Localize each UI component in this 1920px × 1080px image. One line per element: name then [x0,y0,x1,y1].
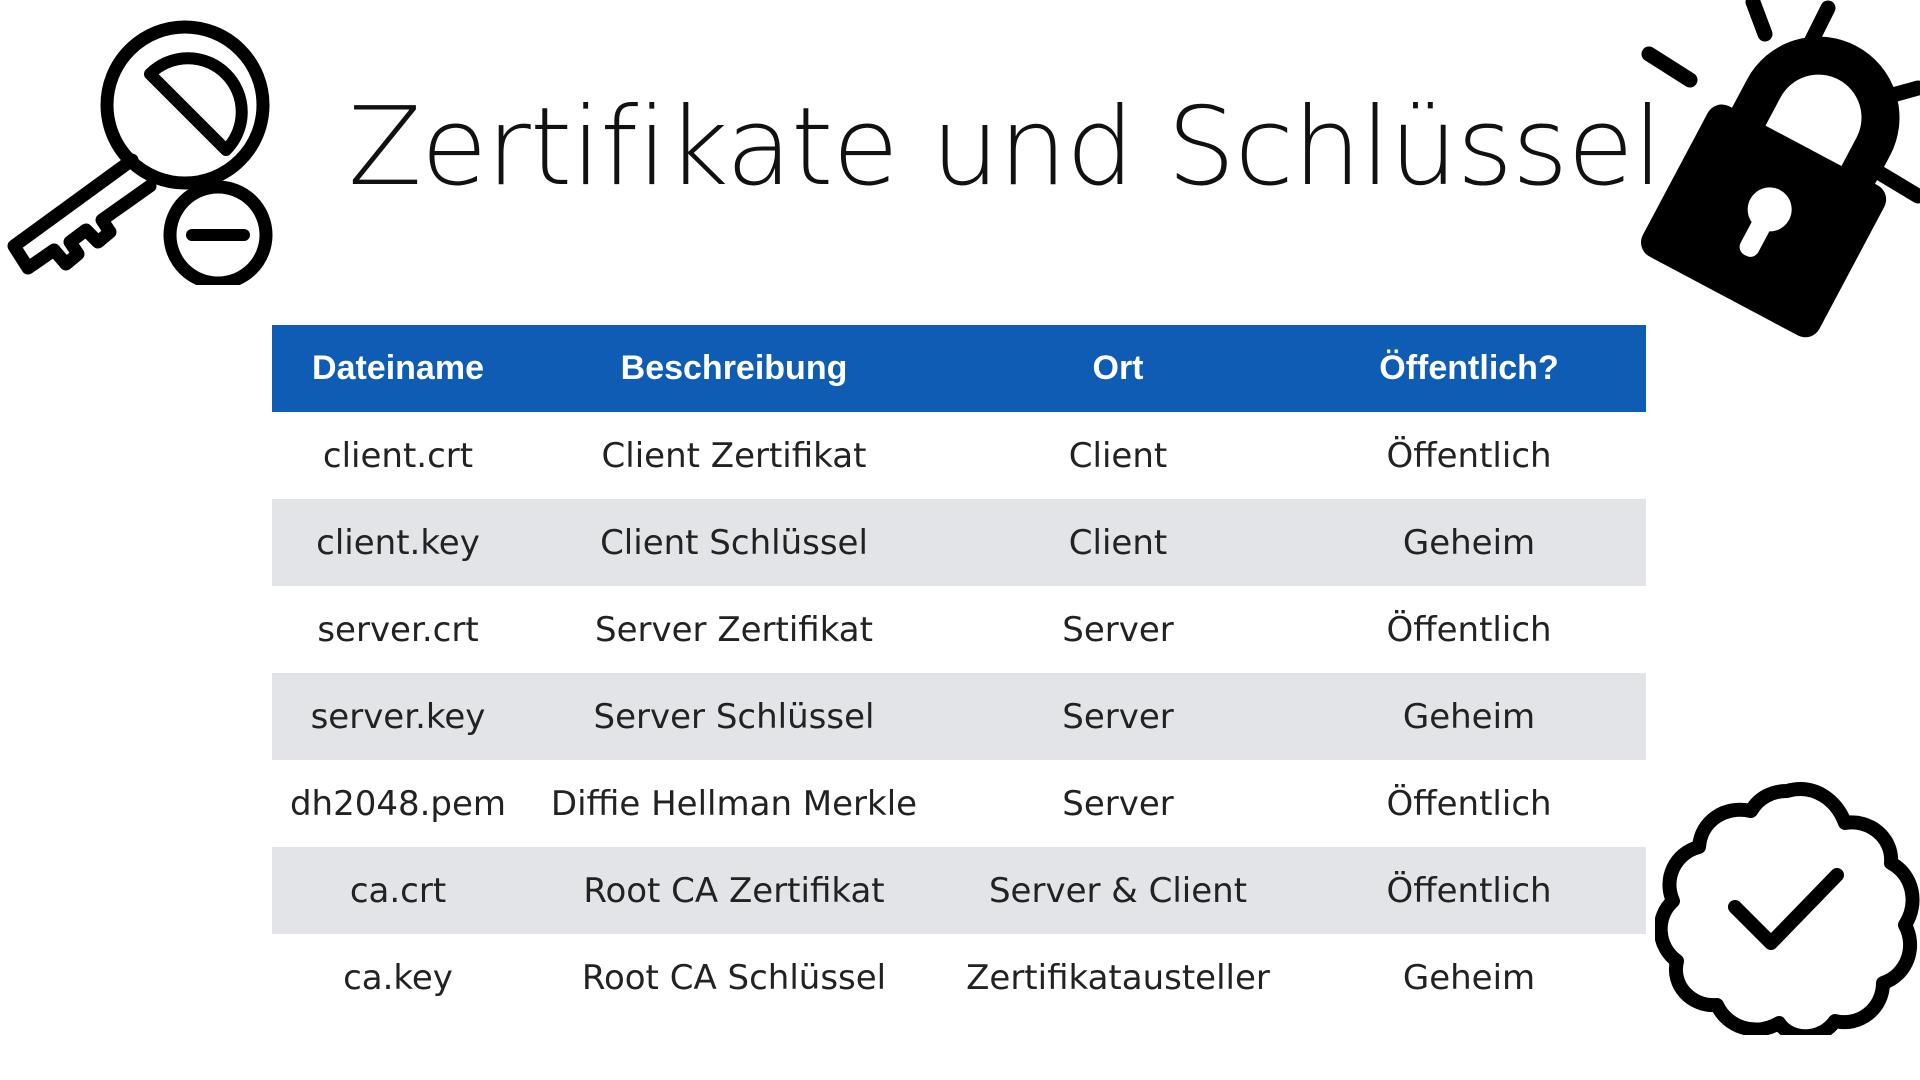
page-title: Zertifikate und Schlüssel [348,85,1663,210]
cell-filename: server.key [272,673,524,760]
cell-description: Root CA Zertifikat [524,847,944,934]
table-header-row: Dateiname Beschreibung Ort Öffentlich? [272,325,1646,412]
cell-filename: dh2048.pem [289,783,507,824]
cell-location: Zertifikatausteller [966,957,1270,998]
key-remove-icon [0,10,280,285]
padlock-icon [1600,0,1920,350]
column-header-public: Öffentlich? [1292,325,1646,412]
cell-location: Server [1062,783,1174,824]
column-header-filename: Dateiname [272,325,524,412]
cell-public: Öffentlich [1386,435,1552,476]
table-row: dh2048.pem Diffie Hellman Merkle Server … [272,760,1646,847]
table-row: server.crt Server Zertifikat Server Öffe… [272,586,1646,673]
cell-description: Diffie Hellman Merkle [550,783,918,824]
cell-location: Client [1068,435,1168,476]
cell-description: Root CA Schlüssel [581,957,887,998]
table-row: server.key Server Schlüssel Server Gehei… [272,673,1646,760]
cell-description: Client Zertifikat [601,435,867,476]
column-header-location: Ort [944,325,1292,412]
column-header-description: Beschreibung [524,325,944,412]
table-row: ca.crt Root CA Zertifikat Server & Clien… [272,847,1646,934]
cell-filename: client.crt [322,435,474,476]
cell-filename: client.key [272,499,524,586]
cell-description: Client Schlüssel [524,499,944,586]
verified-badge-icon [1655,775,1920,1035]
cell-public: Geheim [1292,673,1646,760]
table-row: client.crt Client Zertifikat Client Öffe… [272,412,1646,499]
cell-filename: server.crt [317,609,479,650]
cell-filename: ca.key [343,957,453,998]
cell-description: Server Zertifikat [595,609,873,650]
certificate-table: Dateiname Beschreibung Ort Öffentlich? c… [272,325,1646,1021]
table-row: client.key Client Schlüssel Client Gehei… [272,499,1646,586]
cell-location: Server [1062,609,1174,650]
cell-location: Server & Client [944,847,1292,934]
cell-filename: ca.crt [272,847,524,934]
cell-public: Geheim [1292,499,1646,586]
cell-public: Geheim [1402,957,1536,998]
cell-public: Öffentlich [1292,847,1646,934]
cell-description: Server Schlüssel [524,673,944,760]
table-row: ca.key Root CA Schlüssel Zertifikatauste… [272,934,1646,1021]
cell-public: Öffentlich [1386,783,1552,824]
cell-public: Öffentlich [1386,609,1552,650]
cell-location: Client [944,499,1292,586]
cell-location: Server [944,673,1292,760]
